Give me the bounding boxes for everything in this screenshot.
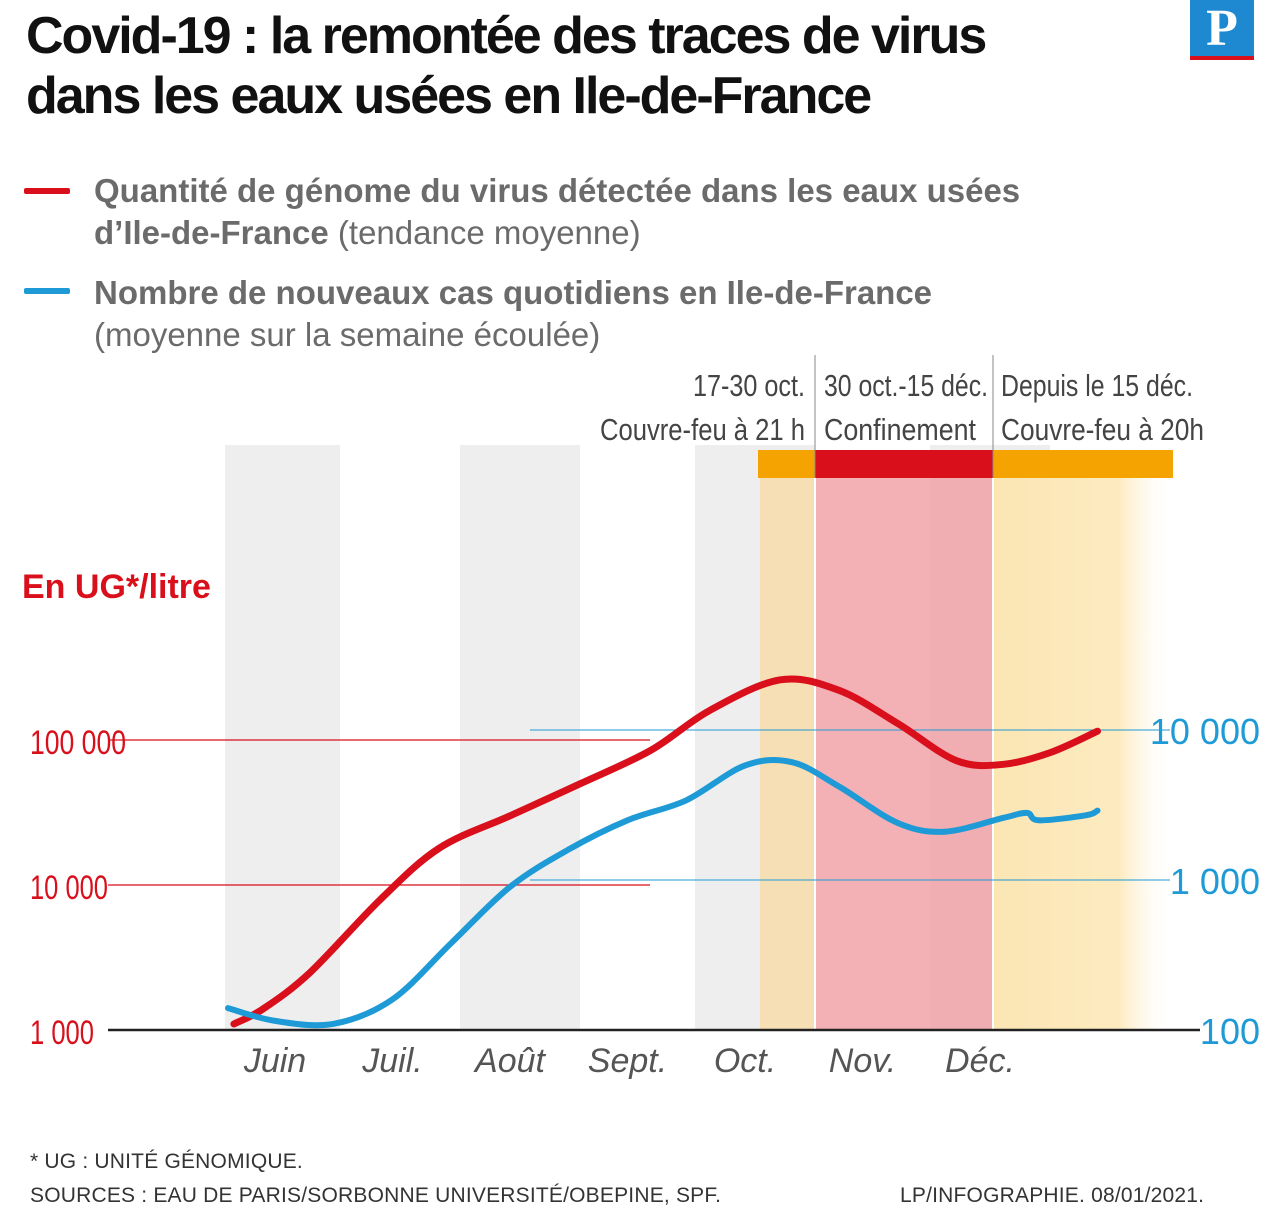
- period-label-3: Couvre-feu à 20h: [1001, 412, 1204, 447]
- left-axis-label: En UG*/litre: [22, 568, 211, 606]
- logo-letter: P: [1206, 0, 1238, 57]
- left-axis-ticks: 1 000 10 000 100 000: [30, 724, 126, 1052]
- title-line-2: dans les eaux usées en Ile-de-France: [26, 67, 872, 125]
- month-stripe-juin: [225, 445, 340, 1030]
- right-tick-label-1000: 1 000: [1170, 861, 1260, 902]
- period-area-couvre-feu-20h: [993, 478, 1173, 1030]
- month-stripe-aout: [460, 445, 580, 1030]
- period-bar-confinement: [815, 450, 993, 478]
- right-tick-label-10000: 10 000: [1150, 711, 1260, 752]
- legend-cases-bold: Nombre de nouveaux cas quotidiens en Ile…: [94, 274, 933, 311]
- period-dates-1: 17-30 oct.: [693, 368, 805, 403]
- footnote-ug: * UG : UNITÉ GÉNOMIQUE.: [30, 1150, 303, 1173]
- series-line-cases: [225, 757, 1101, 1029]
- period-dates-3: Depuis le 15 déc.: [1001, 368, 1193, 403]
- series-line-genome: [230, 675, 1101, 1028]
- month-label-4: Oct.: [714, 1042, 776, 1080]
- legend-genome-bold: Quantité de génome du virus détectée dan…: [94, 172, 1021, 209]
- right-axis-ticks: 100 1 000 10 000: [1150, 711, 1260, 1052]
- period-dates-2: 30 oct.-15 déc.: [824, 368, 988, 403]
- left-tick-label-100000: 100 000: [30, 724, 126, 762]
- logo-underline: [1190, 56, 1254, 60]
- period-area-confinement: [815, 478, 993, 1030]
- legend-genome-bold2: d’Ile-de-France: [94, 214, 329, 251]
- title-line-1: Covid-19 : la remontée des traces de vir…: [26, 7, 987, 65]
- legend-genome-normal: (tendance moyenne): [337, 214, 641, 251]
- legend-text-cases: Nombre de nouveaux cas quotidiens en Ile…: [94, 272, 1224, 356]
- month-label-1: Juil.: [361, 1042, 422, 1080]
- right-tick-label-100: 100: [1200, 1011, 1260, 1052]
- le-parisien-logo: P: [1190, 0, 1254, 60]
- period-area-couvre-feu-21h: [760, 478, 815, 1030]
- legend-swatch-blue: [24, 288, 70, 294]
- period-label-1: Couvre-feu à 21 h: [600, 412, 805, 447]
- month-labels: Juin Juil. Août Sept. Oct. Nov. Déc.: [243, 1042, 1015, 1080]
- period-bar-couvre-feu-21h: [758, 450, 815, 478]
- month-label-0: Juin: [243, 1042, 306, 1080]
- footnote-credit: LP/INFOGRAPHIE. 08/01/2021.: [900, 1184, 1205, 1207]
- month-label-5: Nov.: [829, 1042, 896, 1080]
- footnote-sources: SOURCES : EAU DE PARIS/SORBONNE UNIVERSI…: [30, 1184, 722, 1207]
- period-bar-couvre-feu-20h: [993, 450, 1173, 478]
- month-label-2: Août: [473, 1042, 546, 1080]
- gridlines: [108, 729, 1170, 886]
- month-label-3: Sept.: [588, 1042, 667, 1080]
- legend-cases-normal: (moyenne sur la semaine écoulée): [94, 316, 601, 353]
- period-label-2: Confinement: [824, 412, 976, 447]
- left-tick-label-1000: 1 000: [30, 1014, 94, 1052]
- chart-title: Covid-19 : la remontée des traces de vir…: [26, 6, 1146, 126]
- left-tick-label-10000: 10 000: [30, 869, 108, 907]
- legend-text-genome: Quantité de génome du virus détectée dan…: [94, 170, 1224, 254]
- month-label-6: Déc.: [945, 1042, 1015, 1080]
- legend-swatch-red: [24, 188, 70, 194]
